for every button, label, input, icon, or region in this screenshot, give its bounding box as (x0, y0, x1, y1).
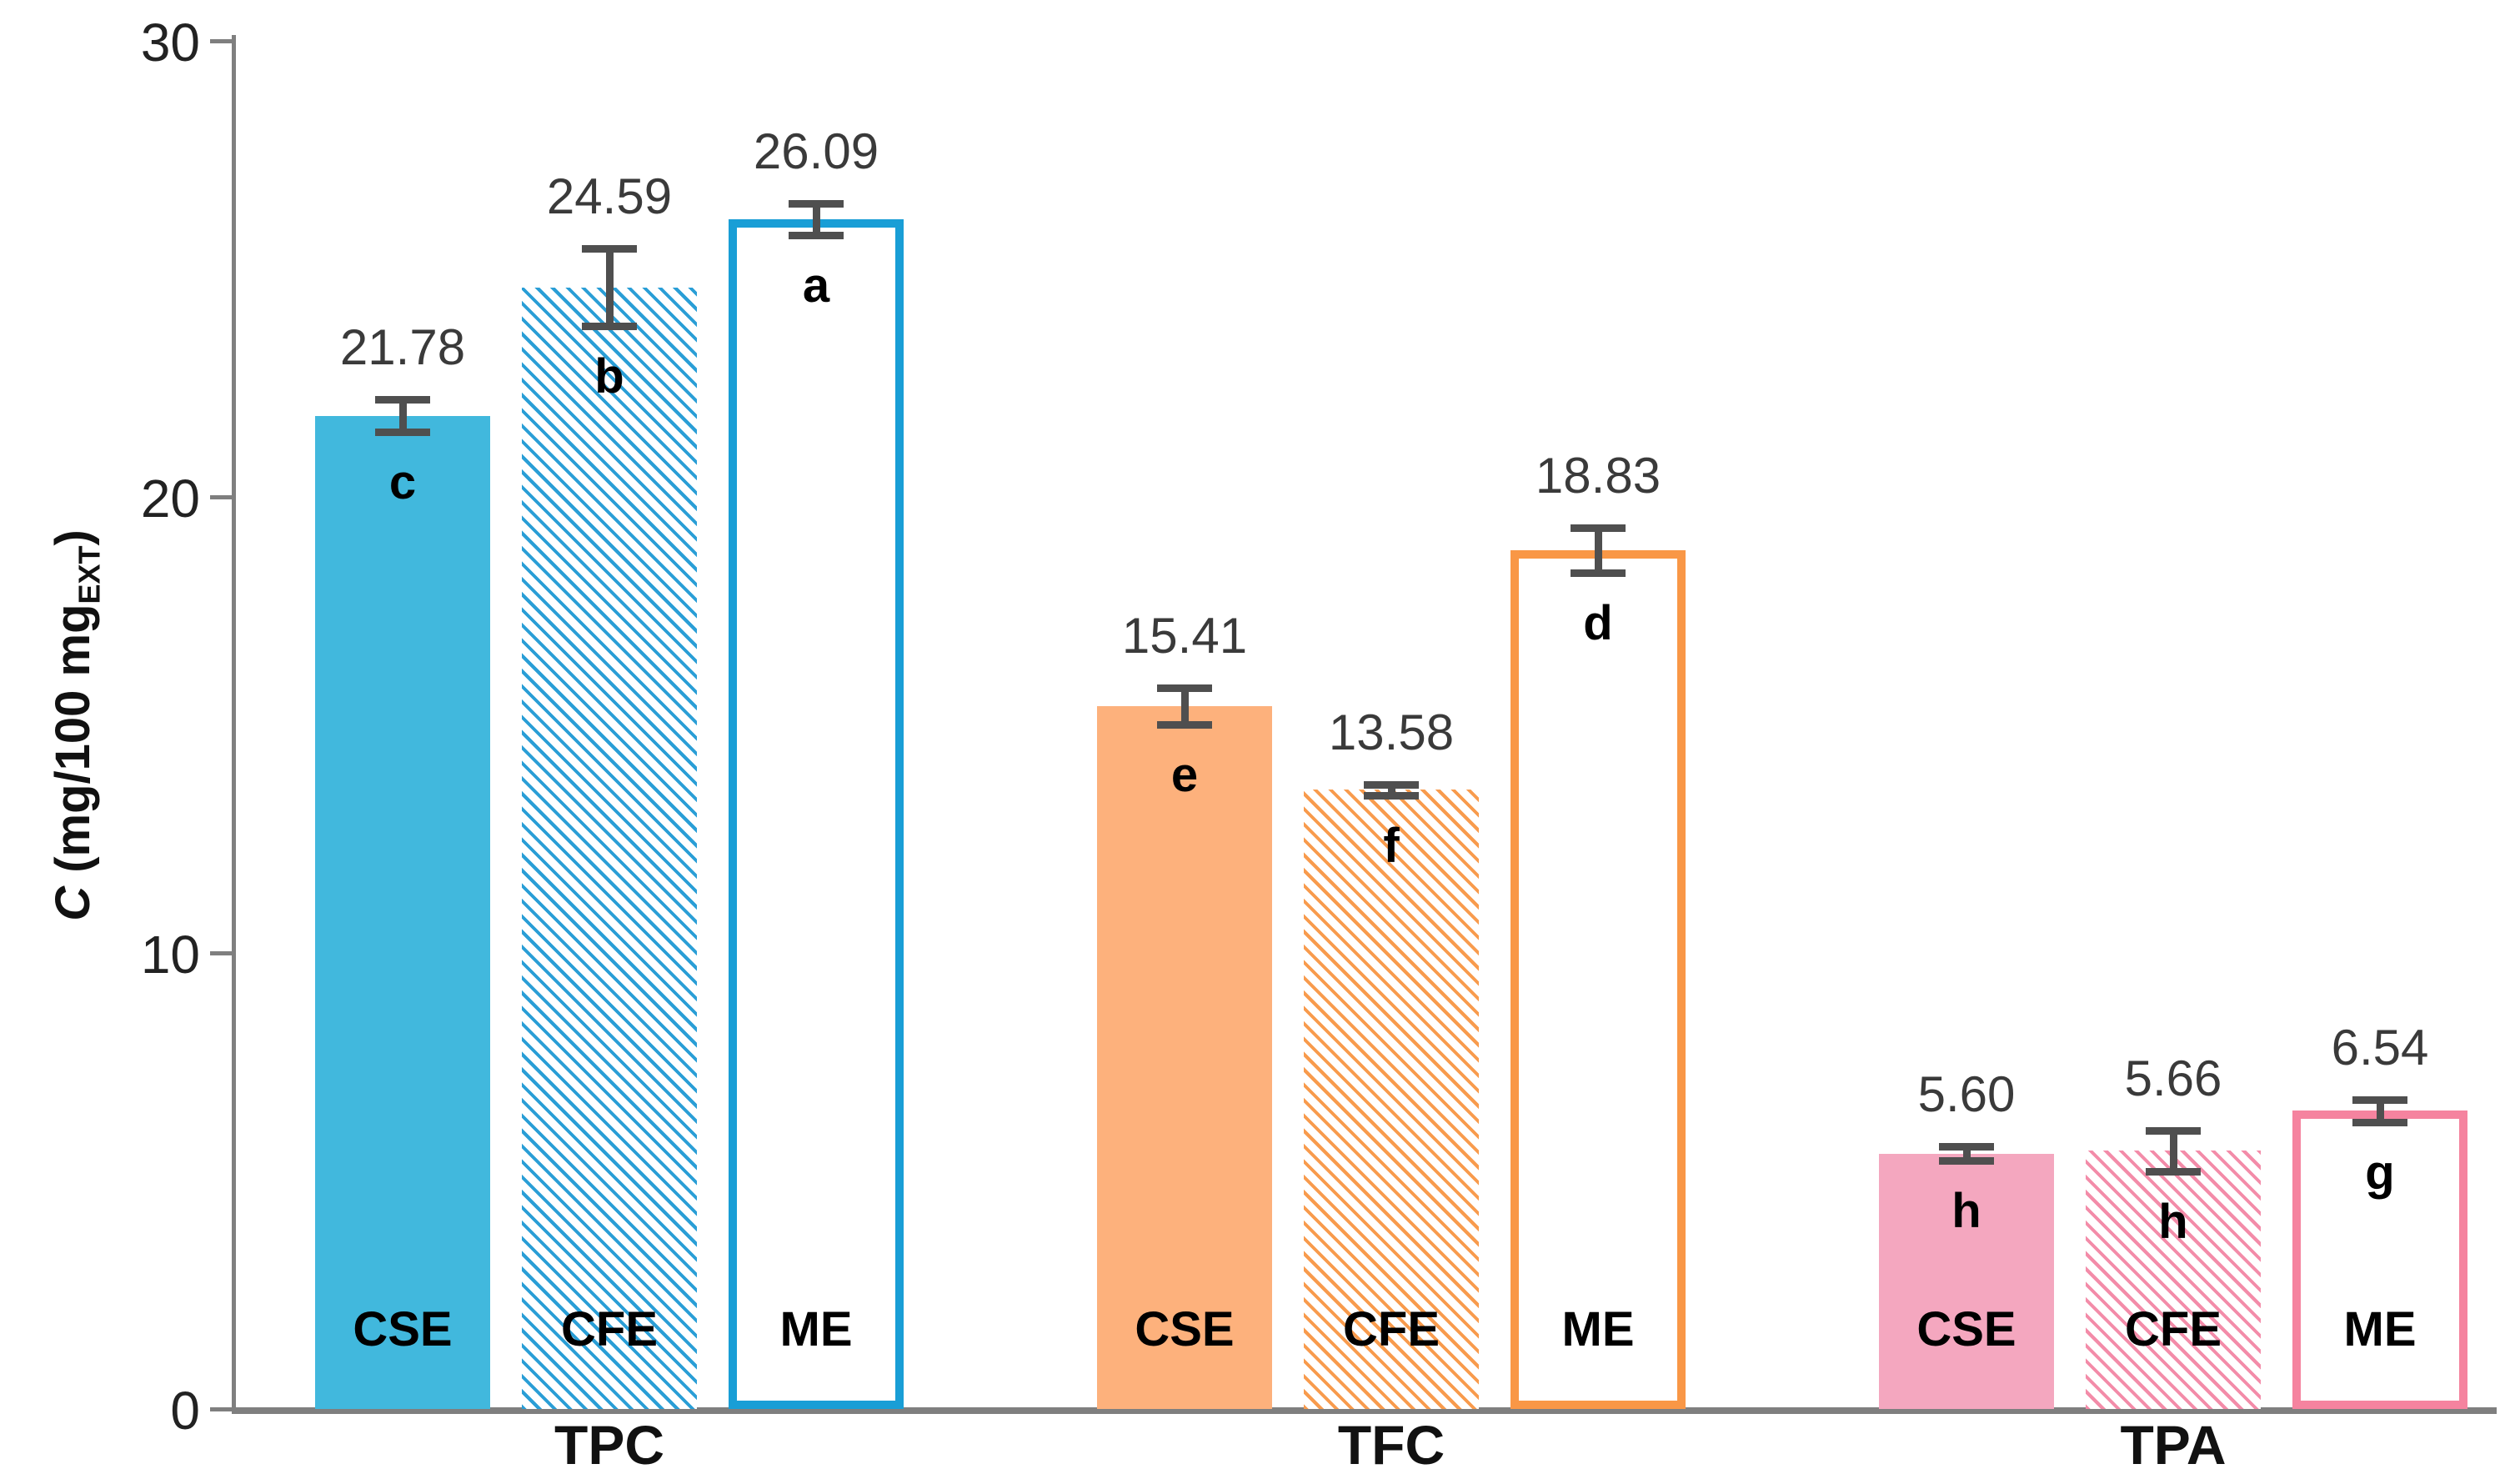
group-label: TPA (2120, 1414, 2227, 1476)
y-axis-title-symbol: C (46, 885, 100, 921)
error-bar-cap-bottom (1571, 569, 1626, 578)
error-bar-cap-bottom (582, 323, 637, 331)
series-label: CSE (353, 1302, 453, 1356)
series-label: CSE (1135, 1302, 1235, 1356)
value-label: 21.78 (339, 319, 466, 376)
bar (2086, 1151, 2261, 1409)
y-axis-title-subscript: EXT (72, 545, 107, 604)
group-label: TPC (554, 1414, 664, 1476)
y-tick-mark (210, 39, 232, 43)
y-axis-title: C (mg/100 mgEXT) (45, 350, 107, 1100)
y-axis (232, 35, 236, 1412)
significance-letter: a (802, 258, 830, 313)
error-bar (812, 203, 820, 235)
value-label: 13.58 (1328, 704, 1455, 760)
error-bar (1594, 527, 1602, 574)
significance-letter: e (1170, 747, 1199, 802)
bar (729, 218, 904, 1409)
error-bar (1180, 688, 1189, 724)
y-axis-title-close: ) (46, 529, 100, 546)
bar (315, 415, 490, 1409)
bar (522, 287, 697, 1409)
error-bar (2376, 1099, 2384, 1122)
error-bar (398, 399, 407, 432)
error-bar-cap-bottom (789, 232, 844, 240)
significance-letter: c (388, 454, 417, 509)
value-label: 18.83 (1535, 447, 1661, 504)
error-bar-cap-top (2146, 1126, 2201, 1135)
bar (1879, 1153, 2054, 1409)
series-label: CFE (1343, 1302, 1440, 1356)
error-bar (1387, 784, 1395, 795)
series-label: ME (2343, 1302, 2417, 1356)
significance-letter: f (1383, 818, 1400, 873)
series-label: ME (1561, 1302, 1635, 1356)
y-tick-mark (210, 495, 232, 499)
error-bar (605, 248, 614, 327)
value-label: 5.60 (1917, 1066, 2016, 1123)
significance-letter: h (2158, 1195, 2188, 1249)
y-tick-mark (210, 951, 232, 955)
bar (1510, 549, 1686, 1409)
error-bar-cap-bottom (375, 428, 430, 436)
error-bar-cap-bottom (2352, 1118, 2407, 1126)
y-tick-mark (210, 1407, 232, 1411)
bar (2292, 1111, 2467, 1409)
error-bar-cap-top (1939, 1143, 1994, 1151)
error-bar-cap-bottom (1939, 1156, 1994, 1165)
series-label: CFE (561, 1302, 658, 1356)
value-label: 24.59 (546, 168, 673, 225)
value-label: 6.54 (2331, 1019, 2429, 1075)
bar (1097, 706, 1272, 1409)
y-tick-label: 30 (140, 13, 200, 73)
y-tick-label: 10 (140, 925, 200, 985)
series-label: CSE (1916, 1302, 2017, 1356)
error-bar-cap-top (1571, 524, 1626, 532)
significance-letter: g (2365, 1145, 2395, 1200)
series-label: ME (779, 1302, 853, 1356)
error-bar-cap-bottom (1364, 791, 1419, 800)
value-label: 5.66 (2124, 1050, 2222, 1106)
error-bar (1962, 1146, 1971, 1161)
series-label: CFE (2125, 1302, 2222, 1356)
error-bar-cap-bottom (2146, 1168, 2201, 1176)
error-bar-cap-bottom (1157, 720, 1212, 729)
y-tick-label: 20 (140, 469, 200, 529)
bar (1304, 790, 1479, 1409)
value-label: 15.41 (1121, 608, 1248, 664)
error-bar-cap-top (1364, 780, 1419, 789)
significance-letter: b (594, 349, 624, 404)
y-axis-title-units: (mg/100 mg (46, 604, 100, 886)
group-label: TFC (1337, 1414, 1445, 1476)
value-label: 26.09 (753, 123, 879, 179)
significance-letter: d (1583, 596, 1613, 651)
x-axis (232, 1407, 2497, 1414)
error-bar-cap-top (2352, 1095, 2407, 1104)
error-bar-cap-top (375, 396, 430, 404)
error-bar (2169, 1130, 2177, 1171)
significance-letter: h (1951, 1183, 1981, 1238)
error-bar-cap-top (582, 245, 637, 253)
error-bar-cap-top (789, 199, 844, 208)
y-tick-label: 0 (170, 1381, 200, 1441)
error-bar-cap-top (1157, 684, 1212, 693)
